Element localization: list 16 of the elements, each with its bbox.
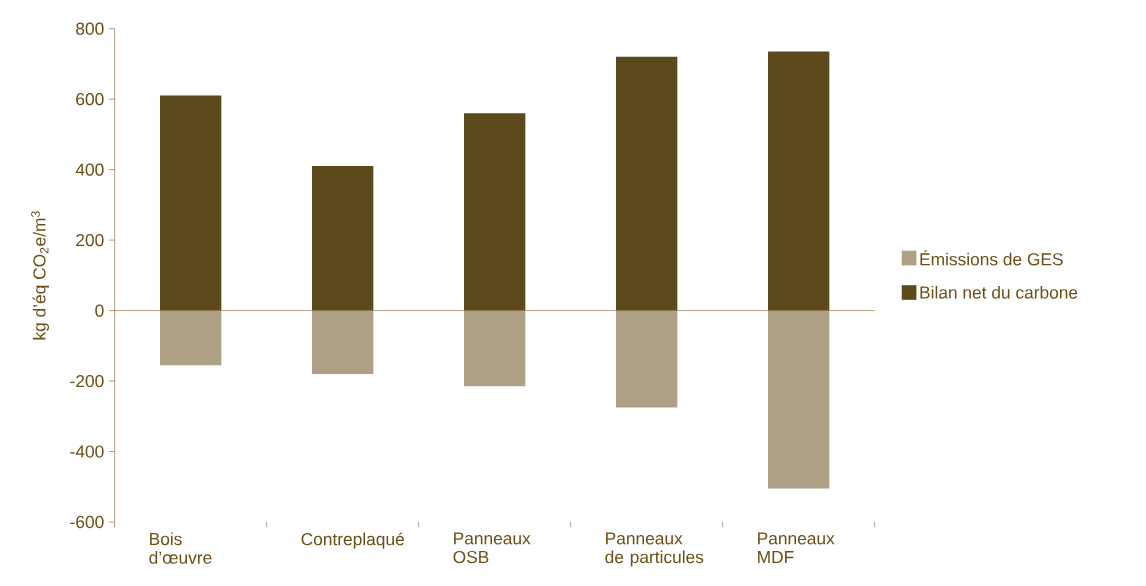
y-tick-label: 400 <box>75 163 104 176</box>
x-tick-label: Contreplaqué <box>301 532 404 549</box>
y-tick-label: 600 <box>76 93 104 106</box>
x-tick-label: Panneaux OSB <box>453 532 531 564</box>
x-tick-label: Panneaux MDF <box>758 532 835 563</box>
y-axis-title: kg d’éq CO$_{2}$e/m$^{3}$ <box>31 211 50 340</box>
y-tick-label: 800 <box>76 22 104 35</box>
y-tick-label: -400 <box>70 445 104 458</box>
legend-label: Bilan net du carbone <box>920 285 1078 299</box>
y-tick-label: 200 <box>76 233 104 247</box>
x-tick-label: Bois d’œuvre <box>149 532 212 564</box>
y-tick-label: -600 <box>70 515 104 529</box>
x-tick-label: Panneaux de particules <box>605 532 704 567</box>
y-tick-label: -200 <box>70 374 104 388</box>
y-tick-label: 0 <box>95 304 104 317</box>
legend-label: Émissions de GES <box>920 250 1063 266</box>
